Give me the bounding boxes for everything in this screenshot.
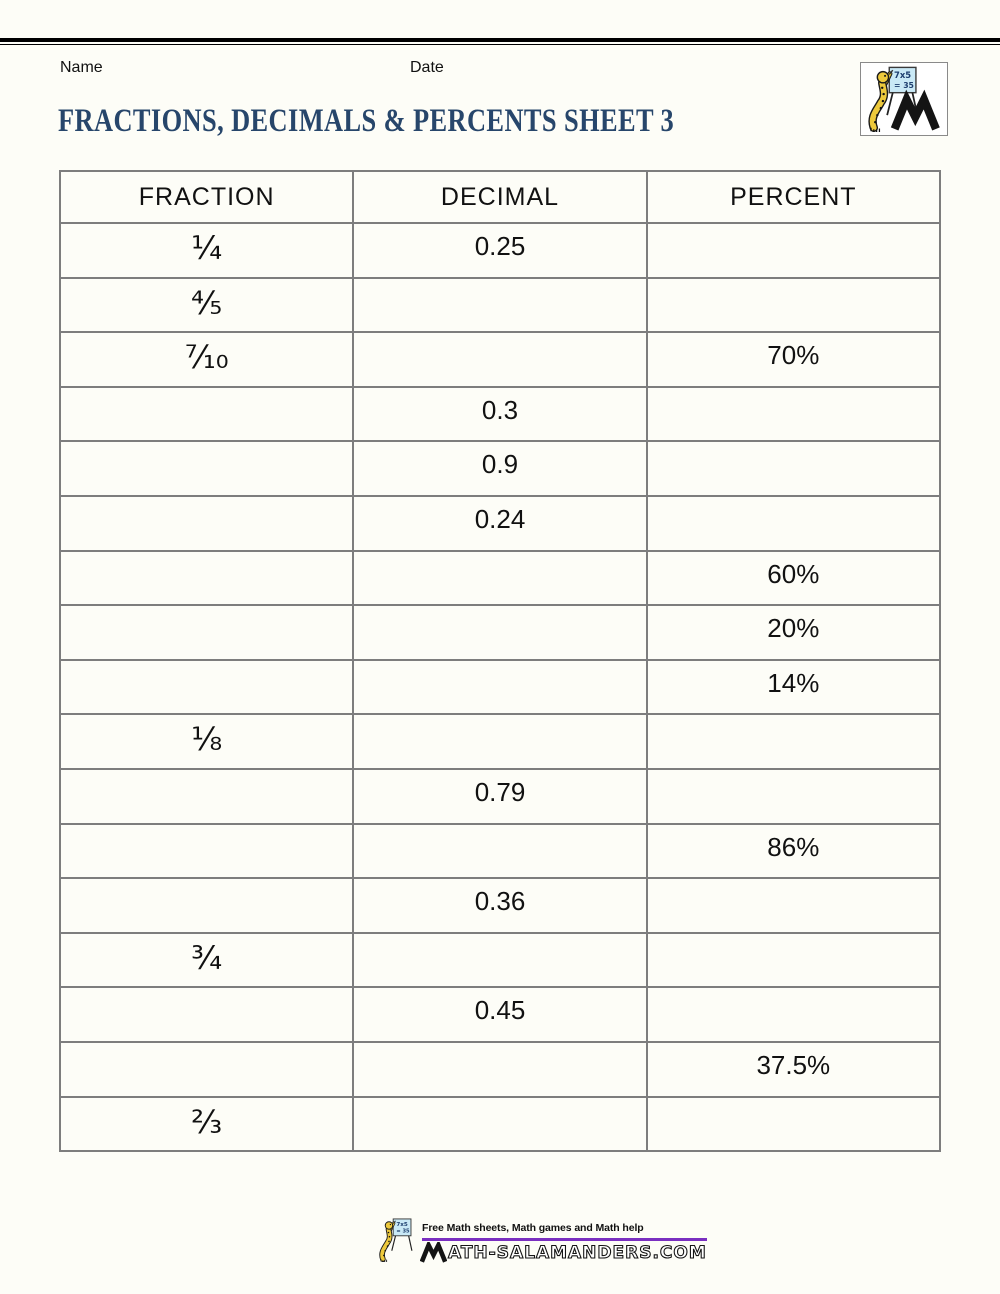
table-header: FRACTION DECIMAL PERCENT [58,170,942,224]
decimal-cell: 0.25 [352,222,648,279]
footer-site-row: ATH-SALAMANDERS.COM [420,1242,707,1262]
fraction-cell: ⁷⁄₁₀ [58,331,355,388]
fraction-cell [58,385,355,443]
fraction-cell [58,658,355,716]
name-label: Name [60,59,103,76]
page-title: FRACTIONS, DECIMALS & PERCENTS SHEET 3 [58,103,675,139]
percent-cell: 60% [645,549,942,607]
fraction-cell: ⁴⁄₅ [58,276,355,334]
fraction-cell [58,604,355,661]
table-row: 0.79 [58,767,942,825]
fraction-cell: ¾ [58,931,355,989]
fraction-cell [58,494,355,552]
col-header-fraction: FRACTION [58,170,355,224]
site-name: ATH-SALAMANDERS.COM [447,1242,707,1263]
fraction-cell [58,877,355,934]
percent-cell [645,713,942,770]
table-row: ¾ [58,931,942,989]
percent-cell [645,276,942,334]
fraction-cell: ²⁄₃ [58,1095,355,1153]
table-row: 60% [58,549,942,607]
math-salamanders-logo [860,62,948,136]
table-body: ¼ 0.25 ⁴⁄₅ ⁷⁄₁₀ 70% 0.3 0.9 [58,222,942,1153]
decimal-cell: 0.3 [352,385,648,443]
decimal-cell [352,1095,648,1153]
table-row: 0.9 [58,440,942,497]
decimal-cell: 0.79 [352,767,648,825]
fraction-cell: ¹⁄₈ [58,713,355,770]
fraction-cell: ¼ [58,222,355,279]
percent-cell: 20% [645,604,942,661]
percent-cell [645,440,942,497]
table-row: ¹⁄₈ [58,713,942,770]
header-row: FRACTION DECIMAL PERCENT [58,170,942,224]
table-row: 0.36 [58,877,942,934]
table-row: 0.3 [58,385,942,443]
percent-cell: 70% [645,331,942,388]
percent-cell [645,877,942,934]
fraction-cell [58,986,355,1043]
decimal-cell: 0.9 [352,440,648,497]
decimal-cell [352,331,648,388]
footer-salamander-icon [374,1218,418,1267]
m-logo-icon [420,1242,447,1263]
fraction-decimal-percent-table: FRACTION DECIMAL PERCENT ¼ 0.25 ⁴⁄₅ ⁷⁄₁₀… [58,170,942,1153]
salamander-easel-icon [864,66,944,132]
table-row: 0.24 [58,494,942,552]
footer-tagline: Free Math sheets, Math games and Math he… [422,1222,644,1234]
percent-cell: 86% [645,822,942,880]
decimal-cell [352,276,648,334]
percent-cell [645,767,942,825]
percent-cell [645,494,942,552]
table-row: 0.45 [58,986,942,1043]
decimal-cell [352,604,648,661]
decimal-cell [352,713,648,770]
date-label: Date [410,59,444,76]
fraction-cell [58,1040,355,1098]
decimal-cell: 0.45 [352,986,648,1043]
table-row: ¼ 0.25 [58,222,942,279]
footer-purple-rule [422,1237,707,1241]
table-row: 20% [58,604,942,661]
table-row: 14% [58,658,942,716]
table-row: ⁴⁄₅ [58,276,942,334]
percent-cell [645,385,942,443]
col-header-decimal: DECIMAL [352,170,648,224]
table-row: 37.5% [58,1040,942,1098]
decimal-cell [352,931,648,989]
fraction-cell [58,822,355,880]
table-row: ²⁄₃ [58,1095,942,1153]
decimal-cell: 0.24 [352,494,648,552]
percent-cell [645,222,942,279]
col-header-percent: PERCENT [645,170,942,224]
table-row: ⁷⁄₁₀ 70% [58,331,942,388]
fraction-cell [58,440,355,497]
decimal-cell [352,822,648,880]
top-rule [0,38,1000,45]
percent-cell: 37.5% [645,1040,942,1098]
decimal-cell [352,1040,648,1098]
percent-cell: 14% [645,658,942,716]
percent-cell [645,931,942,989]
fraction-cell [58,767,355,825]
fraction-cell [58,549,355,607]
table-row: 86% [58,822,942,880]
decimal-cell [352,658,648,716]
footer-logo-block: Free Math sheets, Math games and Math he… [374,1216,707,1267]
percent-cell [645,1095,942,1153]
decimal-cell: 0.36 [352,877,648,934]
decimal-cell [352,549,648,607]
footer-text-block: Free Math sheets, Math games and Math he… [420,1216,707,1262]
percent-cell [645,986,942,1043]
